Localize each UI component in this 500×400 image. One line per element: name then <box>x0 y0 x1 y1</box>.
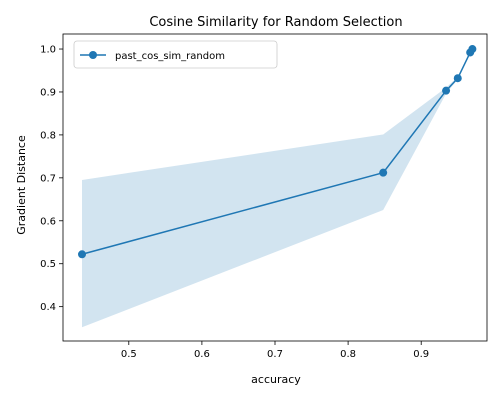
data-point <box>468 45 477 54</box>
y-tick-label: 0.8 <box>40 130 56 141</box>
chart-title: Cosine Similarity for Random Selection <box>149 15 402 30</box>
y-tick-label: 0.5 <box>40 259 56 270</box>
x-tick-label: 0.6 <box>194 349 210 360</box>
series-layer <box>78 45 477 259</box>
data-point <box>453 74 462 83</box>
y-tick-label: 0.4 <box>40 302 56 313</box>
legend: past_cos_sim_random <box>73 40 278 69</box>
x-tick-label: 0.7 <box>267 349 283 360</box>
y-tick-label: 0.6 <box>40 216 56 227</box>
legend-marker-swatch <box>89 51 97 59</box>
y-axis-ticks: 0.4 0.5 0.6 0.7 0.8 0.9 1.0 <box>40 45 63 313</box>
x-tick-label: 0.9 <box>413 349 429 360</box>
x-axis-ticks: 0.5 0.6 0.7 0.8 0.9 <box>121 341 429 360</box>
data-point <box>78 250 87 259</box>
y-axis-label: Gradient Distance <box>15 135 28 235</box>
legend-box <box>73 40 278 69</box>
x-axis-label: accuracy <box>251 373 301 386</box>
y-tick-label: 0.9 <box>40 87 56 98</box>
x-tick-label: 0.5 <box>121 349 137 360</box>
data-point <box>379 168 388 177</box>
confidence-band <box>82 49 473 328</box>
legend-entry-label: past_cos_sim_random <box>115 51 225 62</box>
data-point <box>442 86 451 95</box>
y-tick-label: 0.7 <box>40 173 56 184</box>
y-tick-label: 1.0 <box>40 45 56 56</box>
x-tick-label: 0.8 <box>340 349 356 360</box>
confidence-band-layer <box>82 49 473 328</box>
